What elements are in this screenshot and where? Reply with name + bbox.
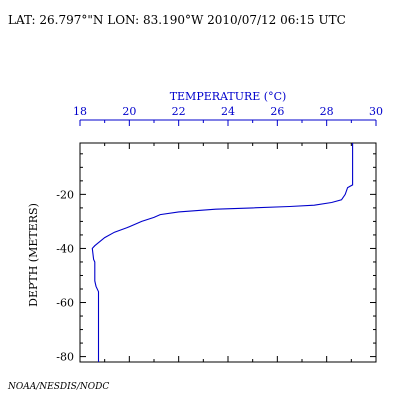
x-axis-ticks <box>79 120 377 362</box>
x-axis-label: TEMPERATURE (°C) <box>170 90 287 103</box>
footer-credit: NOAA/NESDIS/NODC <box>7 382 109 392</box>
x-tick-label: 26 <box>270 105 284 118</box>
y-tick-label: -80 <box>56 351 74 364</box>
plot-frame <box>79 142 377 363</box>
y-axis-tick-labels: -20 -40 -60 -80 <box>56 188 74 363</box>
y-tick-label: -40 <box>56 242 74 255</box>
x-tick-label: 30 <box>369 105 383 118</box>
y-tick-label: -20 <box>56 188 74 201</box>
x-tick-label: 28 <box>320 105 334 118</box>
x-tick-label: 20 <box>122 105 136 118</box>
y-axis-label: DEPTH (METERS) <box>27 203 40 307</box>
x-tick-label: 22 <box>172 105 186 118</box>
header-text: LAT: 26.797°"N LON: 83.190°W 2010/07/12 … <box>8 13 346 27</box>
x-tick-label: 18 <box>73 105 87 118</box>
x-tick-label: 24 <box>221 105 235 118</box>
temperature-profile-line <box>91 143 354 362</box>
y-axis-ticks <box>80 153 376 358</box>
x-axis-tick-labels: 18 20 22 24 26 28 30 <box>73 105 383 118</box>
y-tick-label: -60 <box>56 297 74 310</box>
